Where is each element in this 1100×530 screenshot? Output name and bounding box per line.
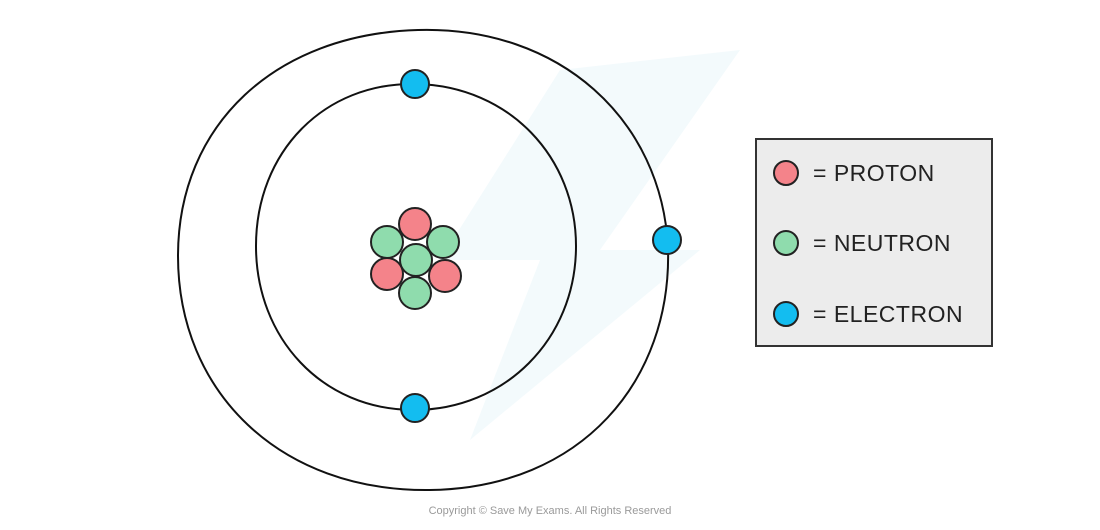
legend-item-electron: = ELECTRON [773,299,963,329]
proton-particle [428,259,462,293]
watermark-logo [440,50,740,440]
proton-swatch [773,160,799,186]
legend-label-electron: = ELECTRON [813,300,964,327]
outer-electron-shell [176,28,670,492]
electron-outer-right [652,225,682,255]
electron-inner-top [400,69,430,99]
proton-particle [398,207,432,241]
copyright-notice: Copyright © Save My Exams. All Rights Re… [428,505,672,517]
nucleus [370,207,462,310]
electrons [400,69,682,423]
neutron-particle [370,225,404,259]
legend-item-proton: = PROTON [773,158,935,188]
neutron-particle [426,225,460,259]
legend-item-neutron: = NEUTRON [773,228,951,258]
electron-swatch [773,301,799,327]
proton-particle [370,257,404,291]
legend-label-proton: = PROTON [813,159,935,186]
electron-inner-bottom [400,393,430,423]
neutron-swatch [773,230,799,256]
legend-label-neutron: = NEUTRON [813,229,952,256]
neutron-particle [399,243,433,277]
legend: = PROTON = NEUTRON = ELECTRON [755,138,993,347]
neutron-particle [398,276,432,310]
